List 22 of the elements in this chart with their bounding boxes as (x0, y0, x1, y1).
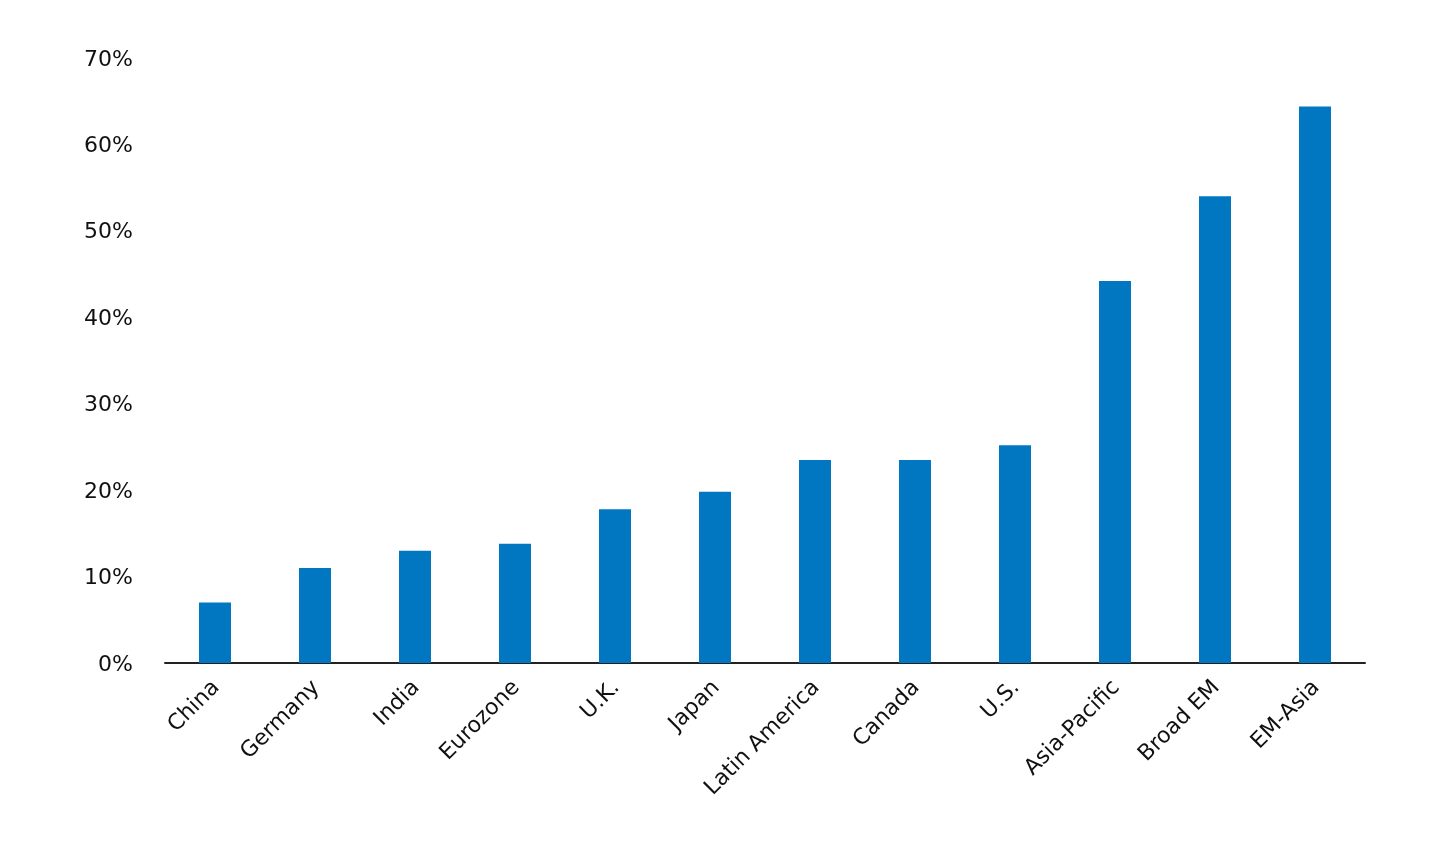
bar (499, 543, 531, 663)
y-tick-label: 70% (84, 45, 133, 71)
bar (799, 459, 831, 663)
bar (299, 567, 331, 663)
x-tick-label: U.K. (574, 674, 624, 724)
x-tick-label: U.S. (975, 674, 1024, 723)
bar (399, 550, 431, 663)
bar (1299, 106, 1331, 663)
bar (1099, 280, 1131, 663)
y-tick-label: 50% (84, 218, 133, 244)
y-tick-label: 20% (84, 477, 133, 503)
bar (199, 602, 231, 663)
bar (1199, 196, 1231, 663)
y-tick-label: 30% (84, 391, 133, 417)
bar (599, 509, 631, 663)
bar (899, 459, 931, 663)
y-tick-label: 60% (84, 131, 133, 157)
y-tick-label: 10% (84, 564, 133, 590)
bar (999, 445, 1031, 663)
y-tick-label: 0% (98, 650, 133, 676)
y-tick-label: 40% (84, 304, 133, 330)
bar (699, 491, 731, 663)
